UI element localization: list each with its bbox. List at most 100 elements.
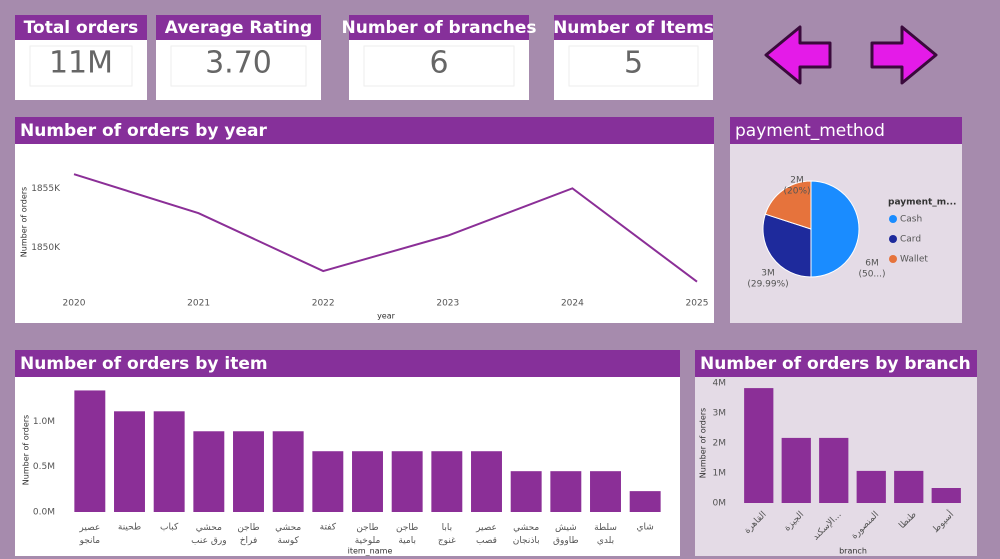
x-tick-label: كباب xyxy=(160,523,179,533)
pie-value-label: 6M xyxy=(865,259,879,269)
panel-header xyxy=(15,117,714,144)
bar xyxy=(312,451,344,512)
y-tick-label: 1850K xyxy=(31,243,61,253)
x-tick-label: محشي كوسة xyxy=(275,523,301,546)
card-value-box xyxy=(363,45,515,87)
x-tick-label: سلطة بلدي xyxy=(594,523,617,546)
x-tick-label-line: قصب xyxy=(476,536,497,546)
x-tick-label-line: بامية xyxy=(398,536,416,546)
bar xyxy=(74,390,106,512)
y-tick-label: 1M xyxy=(713,469,727,479)
y-tick-label: 3M xyxy=(713,409,727,419)
x-tick-label: 2020 xyxy=(63,299,86,309)
x-tick-label: بابا غنوج xyxy=(438,523,456,546)
legend-marker xyxy=(889,255,897,263)
card-title: Average Rating xyxy=(165,18,312,38)
card-title: Number of branches xyxy=(342,18,537,38)
y-tick-label: 0.0M xyxy=(33,508,55,518)
x-tick-label: كفتة xyxy=(320,523,337,533)
card-value-box xyxy=(29,45,133,87)
legend-label: Wallet xyxy=(900,255,928,265)
x-tick-label: طاجن فراخ xyxy=(237,523,259,546)
y-tick-label: 1855K xyxy=(31,184,61,194)
y-axis-title: Number of orders xyxy=(22,415,31,485)
bar xyxy=(590,471,621,512)
legend-label: Card xyxy=(900,235,921,245)
legend-label: Cash xyxy=(900,215,922,225)
x-tick-label: طحينة xyxy=(118,523,141,533)
x-tick-label-line: عصير xyxy=(475,523,497,533)
nav-back[interactable] xyxy=(764,25,832,85)
x-tick-label-line: فراخ xyxy=(240,536,258,546)
card-value-box xyxy=(568,45,699,87)
panel xyxy=(15,117,714,323)
card-value: 5 xyxy=(624,46,643,81)
y-axis-title: Number of orders xyxy=(20,187,29,257)
pie-percent-label: (50...) xyxy=(858,270,885,280)
bar xyxy=(391,451,423,512)
card-value: 3.70 xyxy=(205,46,272,81)
panel-title: Number of orders by branch xyxy=(700,354,971,374)
card-header xyxy=(156,15,321,40)
bar xyxy=(114,411,145,512)
x-tick-label: طاجن ملوخية xyxy=(355,523,381,546)
x-tick-label: 2021 xyxy=(187,299,210,309)
y-tick-label: 0M xyxy=(713,499,727,509)
x-tick-label-line: ورق عنب xyxy=(191,536,226,546)
x-tick-label: شاي xyxy=(637,523,654,533)
bar xyxy=(352,451,383,512)
bar xyxy=(153,411,185,512)
legend-title: payment_m... xyxy=(888,198,956,208)
nav-forward[interactable] xyxy=(870,25,938,85)
x-axis-title: item_name xyxy=(348,547,393,556)
x-tick-label: طاجن بامية xyxy=(396,523,418,546)
bar xyxy=(431,451,463,512)
pie-percent-label: (29.99%) xyxy=(747,280,788,290)
bar xyxy=(781,437,811,503)
x-tick-label: عصير مانجو xyxy=(78,523,100,546)
pie-slice xyxy=(762,213,812,278)
panel-title: Number of orders by item xyxy=(20,354,268,374)
legend-marker xyxy=(889,215,897,223)
x-tick-label-line: طاجن xyxy=(396,523,418,533)
y-tick-label: 2M xyxy=(713,439,727,449)
x-tick-label-line: عصير xyxy=(78,523,100,533)
x-tick-label-line: كوسة xyxy=(278,536,300,546)
card-value: 11M xyxy=(49,46,113,81)
y-axis-title: Number of orders xyxy=(699,408,708,478)
card-title: Number of Items xyxy=(553,18,714,38)
y-tick-label: 1.0M xyxy=(33,417,55,427)
x-tick-label: عصير قصب xyxy=(475,523,497,546)
bar xyxy=(819,437,849,503)
pie-value-label: 2M xyxy=(790,176,804,186)
x-tick-label: 2023 xyxy=(436,299,459,309)
bar xyxy=(550,471,582,512)
bar xyxy=(471,451,502,512)
x-tick-label-line: ملوخية xyxy=(355,536,381,546)
x-tick-label: 2024 xyxy=(561,299,584,309)
x-tick-label-line: طاووق xyxy=(553,536,579,546)
x-tick-label: محشي باذنجان xyxy=(513,523,540,546)
x-tick-label-line: بابا xyxy=(442,523,453,533)
x-tick-label: 2022 xyxy=(312,299,335,309)
x-tick-label: محشي ورق عنب xyxy=(191,523,226,546)
arrow-left[interactable] xyxy=(764,25,832,85)
card-value: 6 xyxy=(429,46,448,81)
x-tick-label-line: سلطة xyxy=(594,523,617,533)
card-value-box xyxy=(170,45,307,87)
x-tick-label: شيش طاووق xyxy=(553,523,579,546)
bar xyxy=(193,431,225,512)
x-tick-label-line: محشي xyxy=(513,523,539,533)
card-header xyxy=(349,15,529,40)
y-tick-label: 0.5M xyxy=(33,462,55,472)
x-tick-label-line: محشي xyxy=(275,523,301,533)
x-tick-label-line: طاجن xyxy=(237,523,259,533)
card-header xyxy=(554,15,713,40)
pie-percent-label: (20%) xyxy=(783,187,810,197)
x-axis-title: branch xyxy=(839,547,867,556)
pie-slice xyxy=(810,180,860,278)
bar xyxy=(510,471,542,512)
bar xyxy=(233,431,264,512)
arrow-right[interactable] xyxy=(870,25,938,85)
